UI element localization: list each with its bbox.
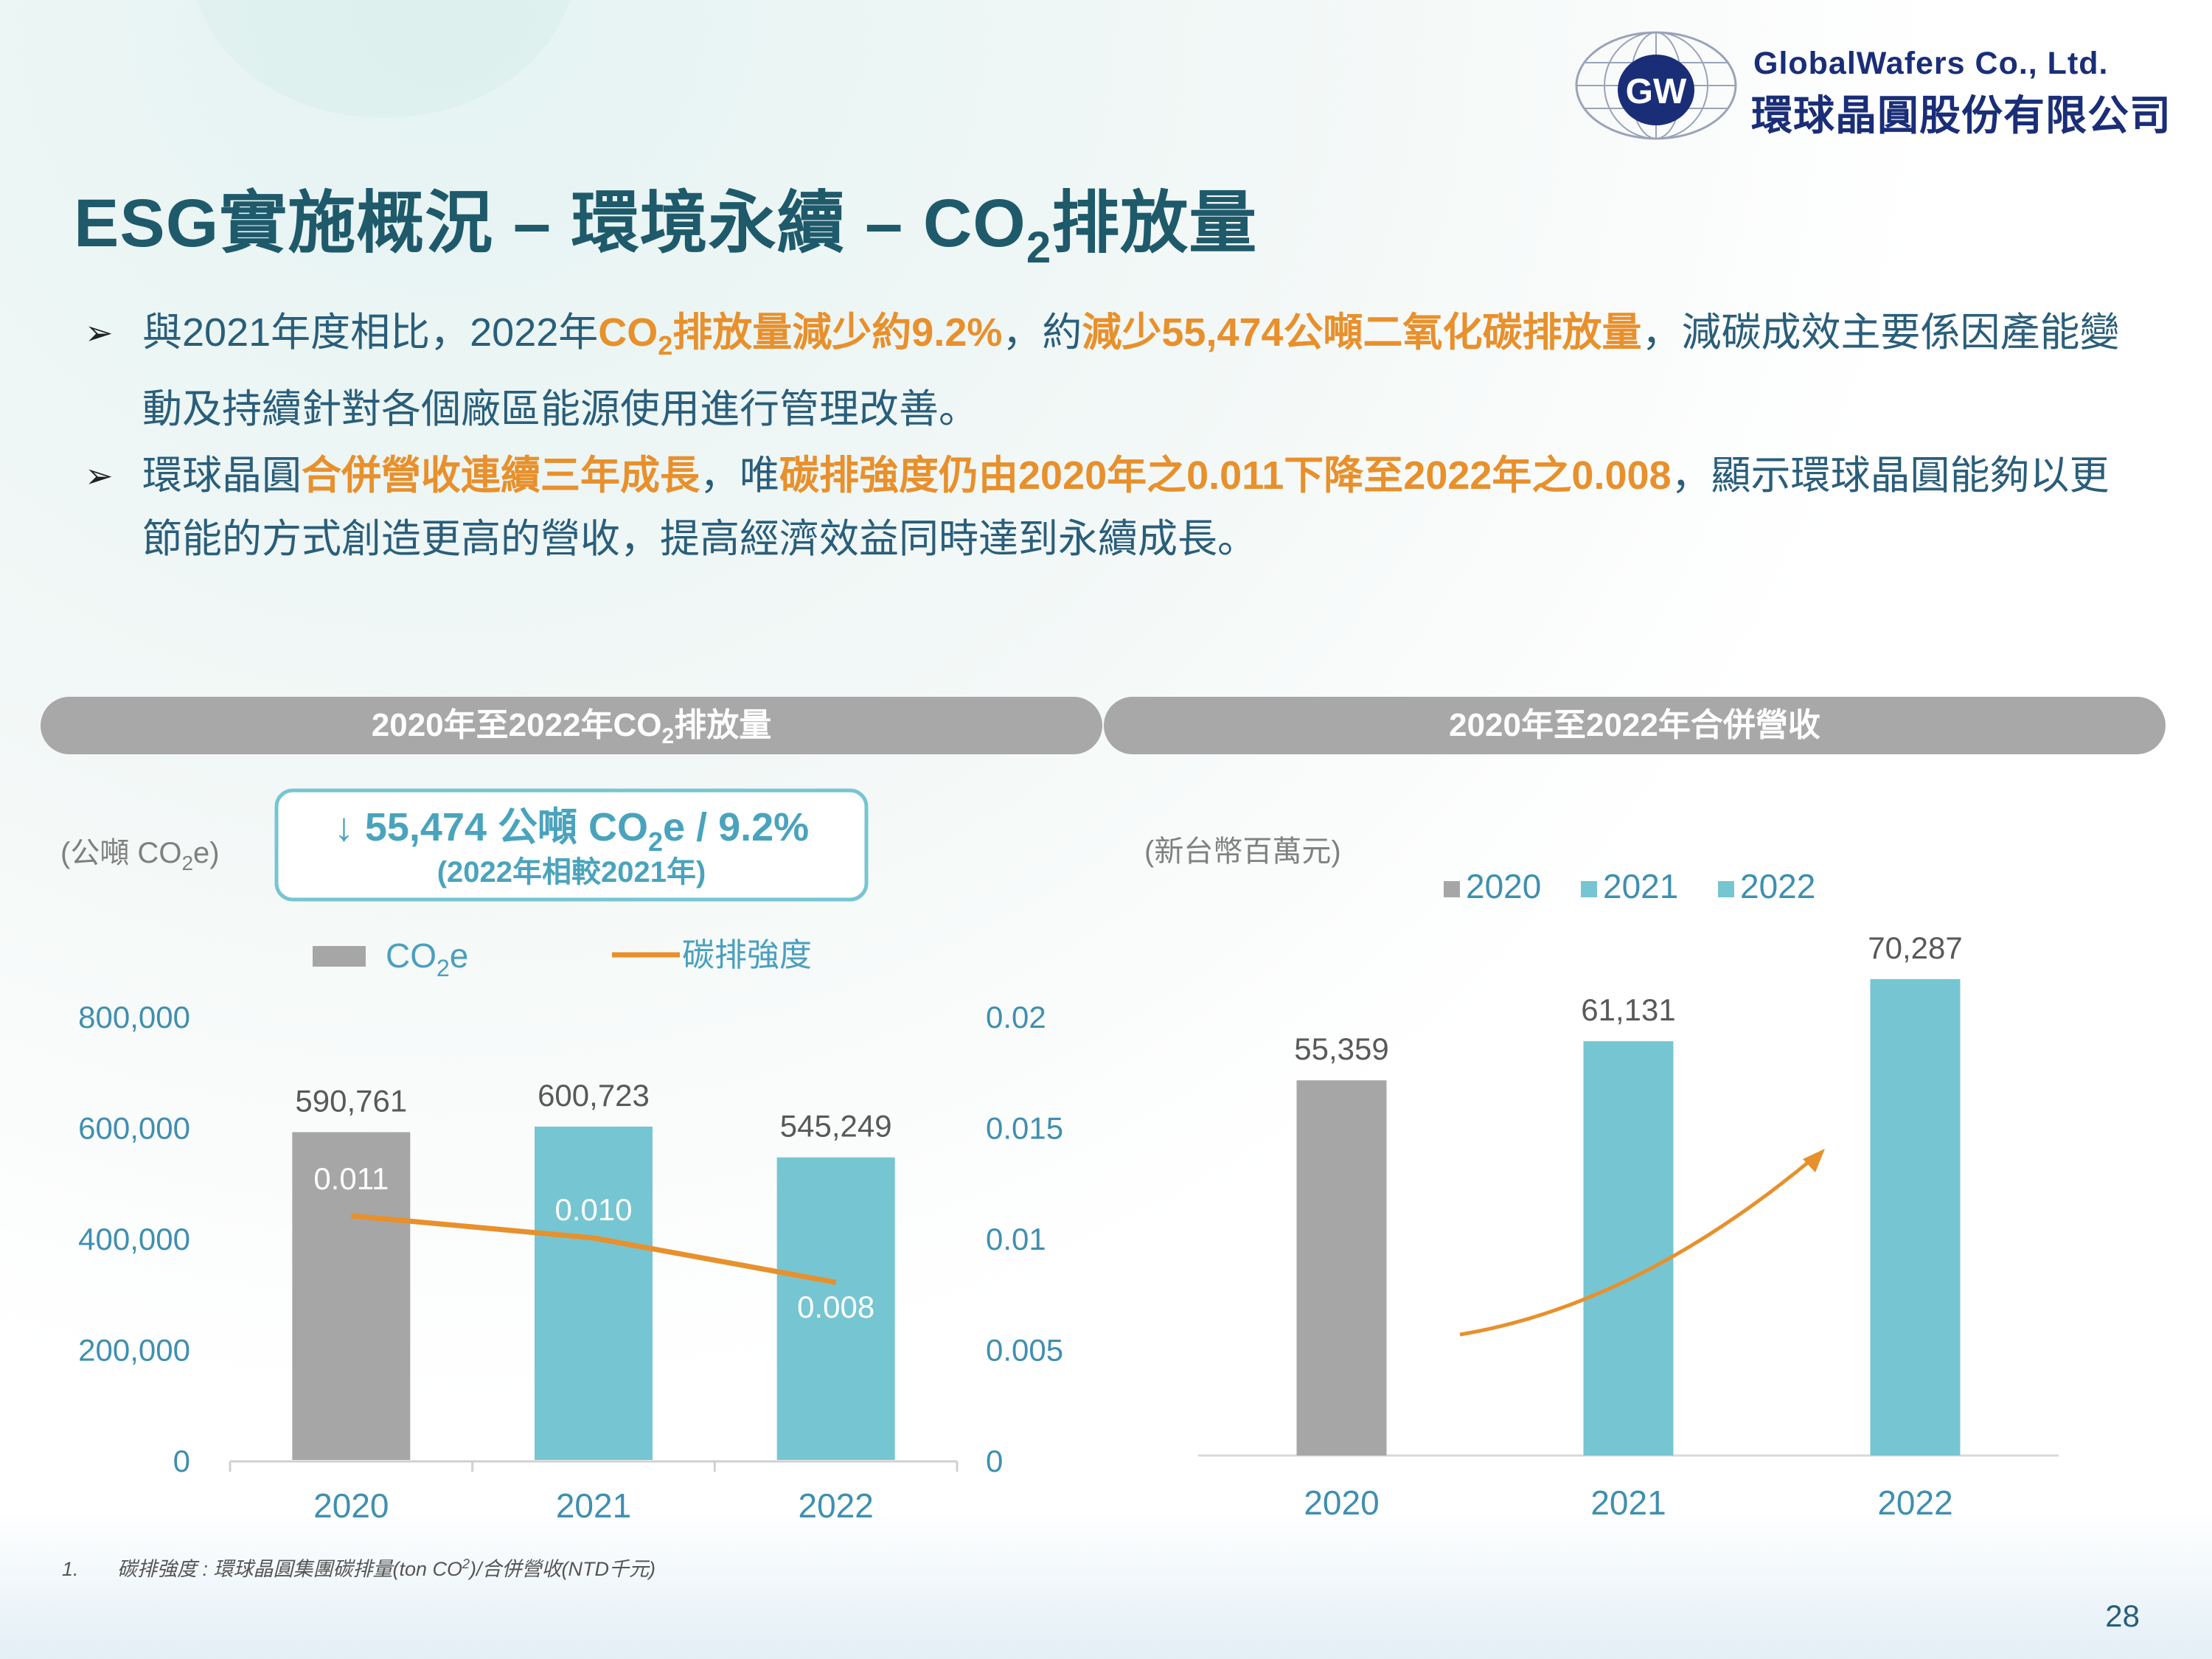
revenue-bar-value-label: 55,359 <box>1294 1032 1388 1066</box>
footnote: 1. 碳排強度 : 環球晶圓集團碳排量(ton CO2)/合併營收(NTD千元) <box>62 1553 655 1582</box>
legend-co2e-label: CO2e <box>386 936 468 981</box>
highlight-text: 減少55,474公噸二氧化碳排放量 <box>1082 310 1642 355</box>
revenue-bar <box>1296 1080 1387 1455</box>
footnote-text-end: )/合併營收(NTD千元) <box>470 1558 656 1580</box>
arrow-bullet-icon: ➢ <box>85 456 114 495</box>
legend-swatch <box>1718 881 1734 897</box>
bullet-text: 與2021年度相比，2022年CO2排放量減少約9.2%，約減少55,474公噸… <box>142 301 2142 441</box>
left-panel-title-sub: 2 <box>661 723 675 748</box>
title-part1: ESG實施概況 – 環境永續 – CO <box>74 186 1026 261</box>
bullet-text-segment: ，減碳成效主要係因產能變動及持續針對各個廠區能源使用進行管理改善。 <box>142 310 2120 431</box>
highlight-text: 排放量減少約9.2% <box>672 310 1003 355</box>
y-axis-right-tick-label: 0.015 <box>986 1111 1063 1146</box>
decorative-circle <box>192 0 575 118</box>
reduction-callout-line2: (2022年相較2021年) <box>437 856 706 888</box>
bullet-text: 環球晶圓合併營收連續三年成長，唯碳排強度仍由2020年之0.011下降至2022… <box>142 444 2142 571</box>
y-axis-left-tick-label: 800,000 <box>78 1000 190 1034</box>
reduction-callout-line1: ↓ 55,474 公噸 CO2e / 9.2% <box>334 805 809 857</box>
legend-swatch <box>1444 881 1460 897</box>
co2e-bar <box>292 1132 411 1460</box>
left-panel-title-end: 排放量 <box>674 707 772 743</box>
legend-swatch <box>1581 881 1597 897</box>
co2-emissions-chart: (公噸 CO2e) ↓ 55,474 公噸 CO2e / 9.2% (2022年… <box>60 788 1063 1525</box>
highlight-text: 2 <box>658 330 673 361</box>
y-axis-right-tick-label: 0.01 <box>986 1222 1046 1256</box>
legend-label: 2020 <box>1466 867 1541 905</box>
legend-intensity-label: 碳排強度 <box>682 937 812 973</box>
y-axis-left-tick-label: 400,000 <box>78 1222 190 1256</box>
bullet-text-segment: 與2021年度相比，2022年 <box>142 310 599 355</box>
bullet-point-2: ➢ 環球晶圓合併營收連續三年成長，唯碳排強度仍由2020年之0.011下降至20… <box>85 444 2142 571</box>
growth-arrow <box>1459 1156 1815 1337</box>
bullet-text-segment: ，唯 <box>700 453 779 498</box>
x-axis-tick-label: 2022 <box>798 1486 873 1525</box>
y-axis-left-tick-label: 600,000 <box>78 1111 190 1146</box>
x-axis-tick-label: 2020 <box>313 1486 389 1525</box>
title-subscript: 2 <box>1026 223 1052 272</box>
right-unit-label: (新台幣百萬元) <box>1144 835 1341 868</box>
title-part2: 排放量 <box>1051 186 1258 261</box>
highlight-text: CO <box>598 310 658 355</box>
left-panel-header: 2020年至2022年CO2排放量 <box>41 697 1102 754</box>
footnote-text: 碳排強度 : 環球晶圓集團碳排量(ton CO <box>117 1558 463 1580</box>
brand-name-en: GlobalWafers Co., Ltd. <box>1753 46 2109 81</box>
globe-icon: GW <box>1575 31 1737 140</box>
legend-label: 2022 <box>1740 867 1815 905</box>
reduction-callout-box <box>274 788 869 902</box>
growth-arrow-head-icon <box>1803 1149 1825 1172</box>
footnote-number: 1. <box>62 1558 79 1580</box>
co2e-bar <box>776 1157 895 1460</box>
right-panel-header: 2020年至2022年合併營收 <box>1104 697 2166 754</box>
x-axis-tick-label: 2021 <box>1590 1484 1666 1522</box>
intensity-value-label: 0.011 <box>313 1161 389 1196</box>
footnote-sup: 2 <box>462 1557 470 1571</box>
y-axis-right-tick-label: 0.02 <box>986 1000 1046 1034</box>
left-unit-label: (公噸 CO2e) <box>60 837 220 874</box>
co2e-bar-value-label: 600,723 <box>538 1078 650 1113</box>
arrow-bullet-icon: ➢ <box>85 313 114 352</box>
x-axis-tick-label: 2022 <box>1877 1484 1952 1522</box>
page-number: 28 <box>2105 1599 2140 1633</box>
co2e-bar-value-label: 590,761 <box>295 1083 407 1118</box>
legend-co2e-swatch <box>313 946 366 967</box>
brand-name-zh: 環球晶圓股份有限公司 <box>1751 92 2171 139</box>
bullet-point-1: ➢ 與2021年度相比，2022年CO2排放量減少約9.2%，約減少55,474… <box>85 301 2142 441</box>
company-logo: GW GlobalWafers Co., Ltd. 環球晶圓股份有限公司 <box>1574 29 2171 147</box>
legend-label: 2021 <box>1603 867 1678 905</box>
intensity-value-label: 0.010 <box>554 1192 632 1227</box>
right-panel-title: 2020年至2022年合併營收 <box>1449 707 1820 743</box>
revenue-bar-value-label: 61,131 <box>1581 992 1675 1027</box>
revenue-chart: (新台幣百萬元) 2020 2021 2022 2020 2021 2022 55,35… <box>1144 835 2059 1522</box>
highlight-text: 碳排強度仍由2020年之0.011下降至2022年之0.008 <box>779 453 1672 498</box>
highlight-text: 合併營收連續三年成長 <box>302 453 700 498</box>
x-axis-tick-label: 2020 <box>1304 1484 1379 1522</box>
logo-mark-text: GW <box>1626 72 1687 111</box>
y-axis-right-tick-label: 0 <box>986 1444 1003 1478</box>
intensity-value-label: 0.008 <box>797 1290 874 1324</box>
x-axis-tick-label: 2021 <box>556 1486 631 1525</box>
bullet-text-segment: ，約 <box>1002 310 1082 355</box>
bullet-text-segment: 環球晶圓 <box>142 453 302 498</box>
bullet-text-segment: ，顯示環球晶圓能夠以更節能的方式創造更高的營收，提高經濟效益同時達到永續成長。 <box>142 453 2110 561</box>
intensity-line <box>351 1213 837 1285</box>
revenue-bar <box>1583 1041 1674 1455</box>
revenue-bar-value-label: 70,287 <box>1868 931 1962 965</box>
left-panel-title: 2020年至2022年CO <box>371 707 662 743</box>
revenue-bar <box>1870 979 1961 1455</box>
co2e-bar-value-label: 545,249 <box>780 1109 892 1144</box>
y-axis-left-tick-label: 0 <box>173 1444 190 1478</box>
page-title: ESG實施概況 – 環境永續 – CO2排放量 <box>74 168 1257 273</box>
y-axis-left-tick-label: 200,000 <box>78 1333 190 1368</box>
co2e-bar <box>535 1126 653 1460</box>
y-axis-right-tick-label: 0.005 <box>986 1333 1063 1368</box>
decorative-bottom-fade <box>0 1512 2212 1659</box>
